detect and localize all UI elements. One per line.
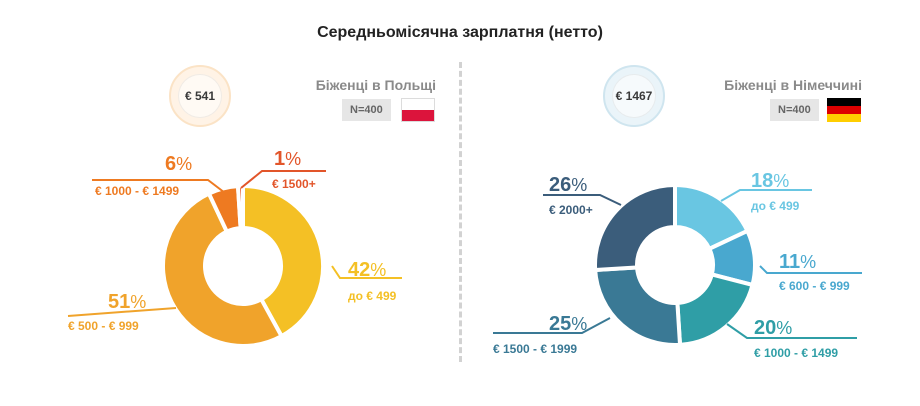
poland-value-label-4: 1% bbox=[274, 148, 301, 170]
germany-value-label-1: 18% bbox=[751, 170, 789, 192]
poland-unit-label-1: % bbox=[370, 260, 386, 280]
germany-category-label-3: € 1000 - € 1499 bbox=[754, 346, 838, 360]
poland-leader-line-1 bbox=[331, 265, 402, 279]
poland-average-value: € 541 bbox=[184, 89, 216, 103]
germany-value-label-2: 11% bbox=[779, 251, 816, 273]
germany-category-label-2: € 600 - € 999 bbox=[779, 279, 850, 293]
germany-leader-line-1 bbox=[720, 189, 812, 202]
germany-value-label-3: 20% bbox=[754, 317, 792, 339]
poland-value-label-3: 6% bbox=[165, 153, 192, 175]
poland-average-badge: € 541 bbox=[169, 65, 231, 127]
germany-category-label-1: до € 499 bbox=[751, 199, 800, 213]
poland-value-label-1: 42% bbox=[348, 259, 386, 281]
germany-leader-line-2 bbox=[759, 265, 862, 274]
poland-sample-badge: N=400 bbox=[342, 99, 391, 121]
germany-value-label-5: 26% bbox=[549, 174, 587, 196]
germany-leader-line-4 bbox=[493, 317, 611, 334]
germany-category-label-4: € 1500 - € 1999 bbox=[493, 342, 577, 356]
germany-category-label-5: € 2000+ bbox=[549, 203, 593, 217]
germany-flag-icon bbox=[827, 98, 861, 122]
germany-average-badge: € 1467 bbox=[603, 65, 665, 127]
poland-unit-label-2: % bbox=[130, 292, 146, 312]
poland-slice-2 bbox=[161, 190, 285, 348]
poland-category-label-1: до € 499 bbox=[348, 289, 397, 303]
germany-slice-5 bbox=[593, 182, 677, 273]
poland-category-label-2: € 500 - € 999 bbox=[68, 319, 139, 333]
poland-value-label-2: 51% bbox=[108, 291, 146, 313]
poland-category-label-3: € 1000 - € 1499 bbox=[95, 184, 179, 198]
poland-leader-line-4 bbox=[240, 170, 326, 189]
germany-leader-line-5 bbox=[543, 194, 622, 206]
poland-unit-label-4: % bbox=[285, 149, 301, 169]
germany-unit-label-5: % bbox=[571, 175, 587, 195]
poland-chart-title: Біженці в Польщі bbox=[315, 77, 436, 93]
germany-unit-label-4: % bbox=[571, 314, 587, 334]
poland-slice-4 bbox=[235, 183, 245, 231]
germany-value-label-4: 25% bbox=[549, 313, 587, 335]
germany-chart-title: Біженці в Німеччині bbox=[724, 77, 862, 93]
germany-unit-label-2: % bbox=[800, 252, 816, 272]
page-title: Середньомісячна зарплатня (нетто) bbox=[317, 24, 603, 41]
germany-unit-label-1: % bbox=[773, 171, 789, 191]
poland-leader-line-2 bbox=[67, 307, 177, 317]
poland-flag-icon bbox=[401, 98, 435, 122]
poland-leader-line-3 bbox=[92, 179, 230, 197]
center-divider bbox=[459, 62, 462, 362]
poland-unit-label-3: % bbox=[176, 154, 192, 174]
poland-category-label-4: € 1500+ bbox=[272, 177, 316, 191]
germany-unit-label-3: % bbox=[776, 318, 792, 338]
germany-slice-4 bbox=[593, 265, 683, 347]
germany-average-value: € 1467 bbox=[615, 89, 653, 103]
germany-sample-badge: N=400 bbox=[770, 99, 819, 121]
germany-leader-line-3 bbox=[726, 323, 857, 339]
